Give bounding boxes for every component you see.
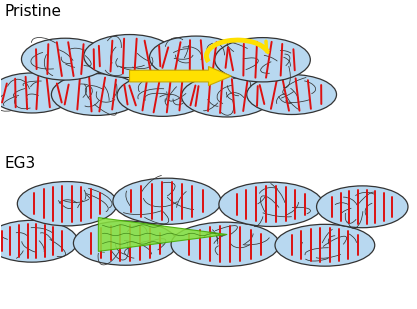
Ellipse shape (149, 36, 243, 79)
Text: EG3: EG3 (5, 156, 36, 171)
Ellipse shape (317, 186, 408, 228)
Polygon shape (98, 218, 227, 252)
Ellipse shape (18, 182, 117, 226)
Ellipse shape (117, 74, 208, 116)
Ellipse shape (21, 38, 109, 80)
Ellipse shape (73, 221, 177, 265)
Ellipse shape (275, 224, 375, 266)
Text: Pristine: Pristine (5, 4, 62, 19)
Ellipse shape (181, 75, 273, 117)
Ellipse shape (113, 178, 221, 224)
FancyArrow shape (130, 66, 231, 86)
Ellipse shape (51, 74, 141, 116)
Ellipse shape (84, 35, 175, 78)
Ellipse shape (171, 222, 279, 266)
Ellipse shape (215, 38, 310, 82)
Ellipse shape (247, 74, 337, 115)
Ellipse shape (0, 220, 78, 262)
Ellipse shape (219, 182, 323, 226)
Ellipse shape (0, 73, 73, 113)
